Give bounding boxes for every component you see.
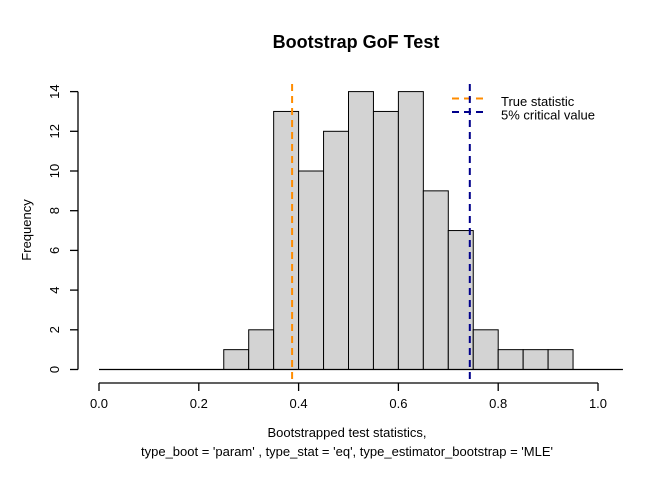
histogram-bar [248, 329, 275, 370]
chart-title: Bootstrap GoF Test [273, 32, 440, 52]
legend-label-critical-value: 5% critical value [501, 108, 595, 123]
y-tick-label: 6 [47, 247, 62, 254]
x-tick-label: 0.2 [190, 396, 208, 411]
axes: 0.0 0.2 0.4 0.6 0.8 1.0 0 2 4 6 8 10 12 14 [47, 84, 623, 411]
histogram-bar [422, 190, 449, 370]
histogram-bar [323, 130, 349, 370]
histogram-bar [348, 91, 374, 370]
x-tick-label: 0.6 [389, 396, 407, 411]
y-tick-label: 10 [47, 164, 62, 178]
y-axis-title: Frequency [19, 199, 34, 261]
y-tick-label: 8 [47, 207, 62, 214]
x-tick-label: 0.4 [290, 396, 308, 411]
x-tick-label: 0.8 [489, 396, 507, 411]
histogram-bar [223, 349, 250, 370]
y-tick-label: 2 [47, 326, 62, 333]
x-tick-label: 0.0 [90, 396, 108, 411]
reference-lines [291, 84, 471, 383]
y-tick-label: 12 [47, 124, 62, 138]
histogram-bars [223, 91, 574, 370]
histogram-bar [372, 110, 399, 370]
x-tick-label: 1.0 [589, 396, 607, 411]
histogram-bar [472, 329, 499, 370]
legend: True statistic 5% critical value [452, 94, 595, 123]
histogram-bar [273, 110, 300, 370]
x-axis-title-line1: Bootstrapped test statistics, [268, 425, 427, 440]
histogram-bar [547, 349, 574, 370]
x-axis-title-line2: type_boot = 'param' , type_stat = 'eq', … [141, 444, 553, 459]
histogram-bar [298, 170, 325, 370]
y-tick-label: 4 [47, 286, 62, 293]
legend-label-true-statistic: True statistic [501, 94, 575, 109]
y-tick-label: 14 [47, 84, 62, 98]
y-tick-label: 0 [47, 366, 62, 373]
histogram-bar [397, 91, 424, 370]
histogram-bar [522, 349, 549, 370]
histogram-bar [497, 349, 524, 370]
